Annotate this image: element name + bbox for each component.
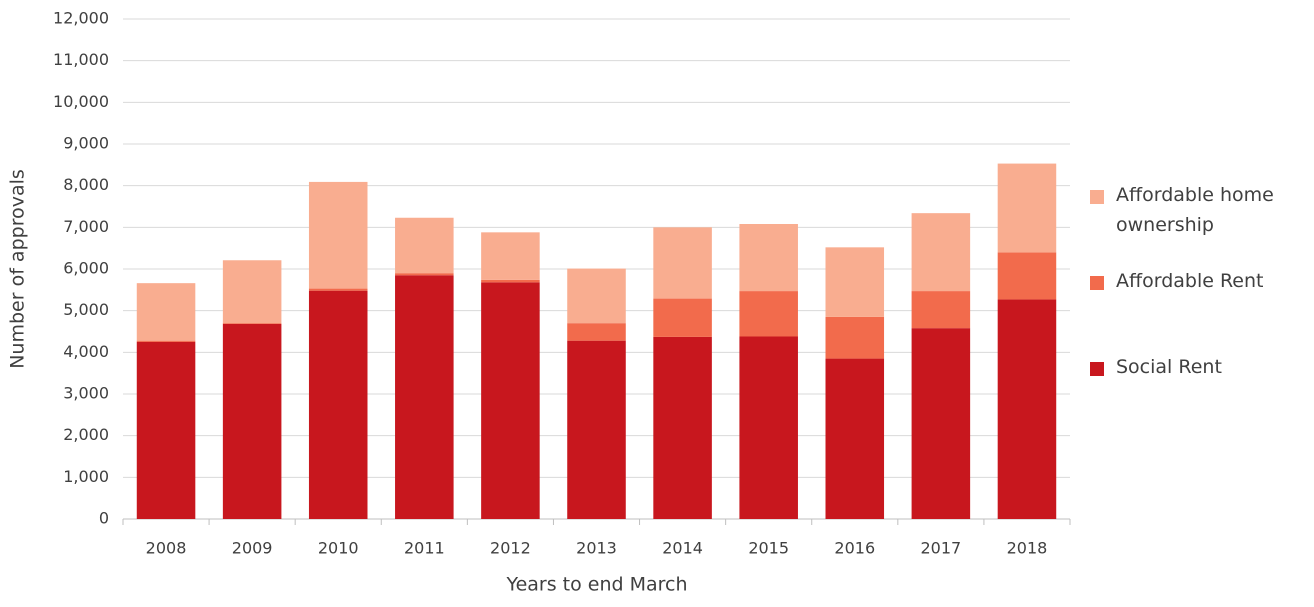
x-tick-label: 2010 xyxy=(318,539,359,558)
x-tick-label: 2014 xyxy=(662,539,703,558)
bar-segment xyxy=(825,247,885,317)
bar-segment xyxy=(136,340,196,342)
bar-segment xyxy=(481,279,540,283)
legend-item: Social Rent xyxy=(1090,352,1314,382)
x-tick-label: 2013 xyxy=(576,539,617,558)
legend-label: Social Rent xyxy=(1116,356,1222,378)
bar-segment xyxy=(567,340,626,519)
y-tick-label: 6,000 xyxy=(63,259,109,278)
y-tick-label: 7,000 xyxy=(63,217,109,236)
x-tick-label: 2008 xyxy=(146,539,187,558)
y-tick-label: 12,000 xyxy=(53,9,109,28)
y-tick-label: 0 xyxy=(99,509,109,528)
x-tick-label: 2009 xyxy=(232,539,273,558)
x-tick-label: 2017 xyxy=(921,539,962,558)
bar-segment xyxy=(308,181,368,289)
bar-segment xyxy=(308,288,368,291)
y-tick-label: 9,000 xyxy=(63,134,109,153)
x-axis-title: Years to end March xyxy=(505,574,687,596)
legend-swatch xyxy=(1090,362,1104,376)
bar-segment xyxy=(222,260,282,324)
legend-label: Affordable Rent xyxy=(1116,270,1264,292)
x-tick-label: 2011 xyxy=(404,539,445,558)
bar-segment xyxy=(567,323,626,341)
x-tick-label: 2018 xyxy=(1007,539,1048,558)
bar-segment xyxy=(653,227,712,299)
bar-segment xyxy=(653,298,712,337)
y-tick-label: 11,000 xyxy=(53,50,109,69)
bar-segment xyxy=(567,268,626,324)
legend-label: Affordable home ownership xyxy=(1116,184,1274,236)
x-tick-label: 2012 xyxy=(490,539,531,558)
y-tick-label: 10,000 xyxy=(53,92,109,111)
legend-swatch xyxy=(1090,276,1104,290)
legend-swatch xyxy=(1090,190,1104,204)
y-axis-title: Number of approvals xyxy=(7,169,29,369)
legend-item: Affordable home ownership xyxy=(1090,180,1314,240)
bar-segment xyxy=(481,232,540,280)
bar-segment xyxy=(739,291,798,337)
y-tick-label: 8,000 xyxy=(63,175,109,194)
bar-segment xyxy=(825,358,885,519)
y-tick-label: 1,000 xyxy=(63,467,109,486)
bar-segment xyxy=(997,252,1057,300)
bar-segment xyxy=(308,290,368,519)
bar-segment xyxy=(653,336,712,519)
bar-segment xyxy=(395,217,454,274)
bar-segment xyxy=(395,275,454,519)
bar-segment xyxy=(739,336,798,519)
bar-segment xyxy=(825,316,885,359)
y-tick-label: 3,000 xyxy=(63,384,109,403)
legend-item: Affordable Rent xyxy=(1090,266,1314,296)
x-tick-label: 2015 xyxy=(748,539,789,558)
x-tick-label: 2016 xyxy=(834,539,875,558)
bar-segment xyxy=(911,213,971,292)
bar-segment xyxy=(911,328,971,519)
y-tick-label: 2,000 xyxy=(63,425,109,444)
bar-segment xyxy=(222,324,282,519)
bar-segment xyxy=(395,273,454,276)
bar-segment xyxy=(136,283,196,341)
bar-segment xyxy=(997,299,1057,519)
bar-segment xyxy=(222,323,282,324)
bar-segment xyxy=(739,224,798,292)
y-tick-label: 4,000 xyxy=(63,342,109,361)
y-tick-label: 5,000 xyxy=(63,300,109,319)
bar-segment xyxy=(136,341,196,519)
bar-segment xyxy=(481,282,540,519)
bar-segment xyxy=(997,163,1057,253)
bar-segment xyxy=(911,291,971,329)
